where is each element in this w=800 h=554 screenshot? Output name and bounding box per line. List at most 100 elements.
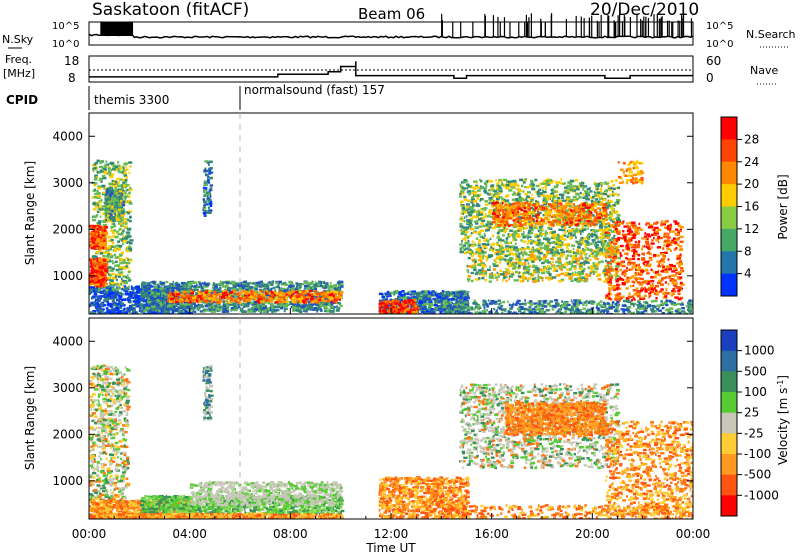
power-cell [337, 287, 340, 290]
power-cell [110, 292, 114, 296]
date-label: 20/Dec/2010 [590, 0, 699, 20]
power-cell [105, 218, 107, 222]
power-cell [187, 301, 192, 304]
power-cell [260, 294, 265, 297]
power-cell [120, 224, 124, 227]
power-cell [120, 309, 123, 313]
power-cell [96, 237, 100, 241]
power-cell [127, 199, 131, 203]
power-cell [174, 286, 180, 290]
power-cell [202, 187, 208, 190]
power-cell [94, 205, 98, 208]
power-cell [291, 302, 296, 306]
power-cell [290, 282, 294, 286]
power-cell [110, 208, 114, 211]
power-cell [189, 293, 194, 297]
power-cell [120, 293, 124, 296]
power-cell [151, 311, 156, 314]
power-cell [335, 283, 338, 287]
power-cell [104, 187, 108, 190]
power-cell [143, 286, 148, 290]
power-cell [320, 281, 323, 284]
power-cell [180, 300, 184, 303]
noise-right-tick-bottom: 10^0 [706, 39, 733, 50]
power-cell [318, 280, 321, 283]
power-cell [110, 217, 112, 220]
power-cell [239, 297, 244, 300]
power-cell [190, 301, 194, 305]
power-cell [99, 207, 104, 211]
power-cell [128, 310, 131, 313]
power-cell [89, 240, 94, 244]
power-cell [103, 242, 108, 245]
power-cell [107, 208, 112, 212]
power-cell [92, 218, 97, 222]
power-cell [383, 307, 388, 311]
power-cell [337, 281, 341, 285]
power-cell [177, 285, 182, 288]
power-cell [304, 309, 307, 312]
power-cell [393, 293, 396, 296]
power-cell [159, 282, 162, 285]
power-cell [170, 304, 175, 307]
power-cell [188, 294, 191, 298]
power-cell [115, 244, 119, 247]
power-cell [182, 290, 187, 294]
power-cell [98, 287, 101, 290]
power-cell [398, 292, 402, 296]
power-cell [250, 290, 254, 293]
power-cell [306, 307, 310, 311]
power-cell [122, 229, 125, 232]
power-cell [437, 292, 442, 296]
power-cell [107, 170, 111, 173]
power-cell [263, 299, 268, 302]
power-cell [184, 298, 188, 301]
power-cell [137, 300, 142, 303]
power-cell [111, 231, 116, 235]
power-cell [101, 304, 105, 308]
power-cell [126, 218, 129, 221]
power-cell [291, 300, 294, 303]
power-cell [308, 293, 312, 297]
power-cell [449, 301, 452, 304]
power-cell [462, 299, 465, 303]
power-cell [139, 307, 142, 310]
power-cell [289, 296, 292, 299]
power-cell [169, 286, 171, 290]
power-cell [215, 308, 218, 312]
power-cell [99, 185, 102, 188]
power-cell [405, 308, 410, 311]
power-cell [244, 292, 248, 295]
power-cell [434, 300, 439, 303]
power-cell [271, 293, 274, 297]
power-cell [107, 278, 110, 281]
power-cell [175, 290, 178, 293]
power-cell [121, 186, 125, 189]
power-cell [191, 296, 197, 300]
power-cell [327, 287, 331, 290]
power-cell [157, 285, 160, 288]
power-cell [203, 207, 206, 210]
power-cell [419, 306, 424, 309]
power-cell [104, 297, 109, 300]
power-cell [206, 173, 209, 177]
power-cell [239, 287, 243, 291]
power-cell [115, 303, 120, 306]
power-cell [418, 301, 420, 305]
power-cell [206, 169, 209, 173]
power-cell [384, 300, 387, 304]
power-cell [171, 293, 175, 296]
power-cell [122, 166, 125, 170]
power-cell [247, 300, 249, 303]
power-cell [128, 161, 133, 164]
power-cell [95, 294, 97, 298]
power-cell [144, 293, 147, 296]
power-cell [293, 291, 298, 294]
power-cell [100, 310, 102, 313]
power-cell [89, 245, 91, 248]
power-cell [219, 280, 222, 283]
power-cell [330, 306, 334, 310]
power-cell [435, 293, 439, 297]
power-cell [228, 286, 230, 290]
power-cell [111, 300, 116, 303]
